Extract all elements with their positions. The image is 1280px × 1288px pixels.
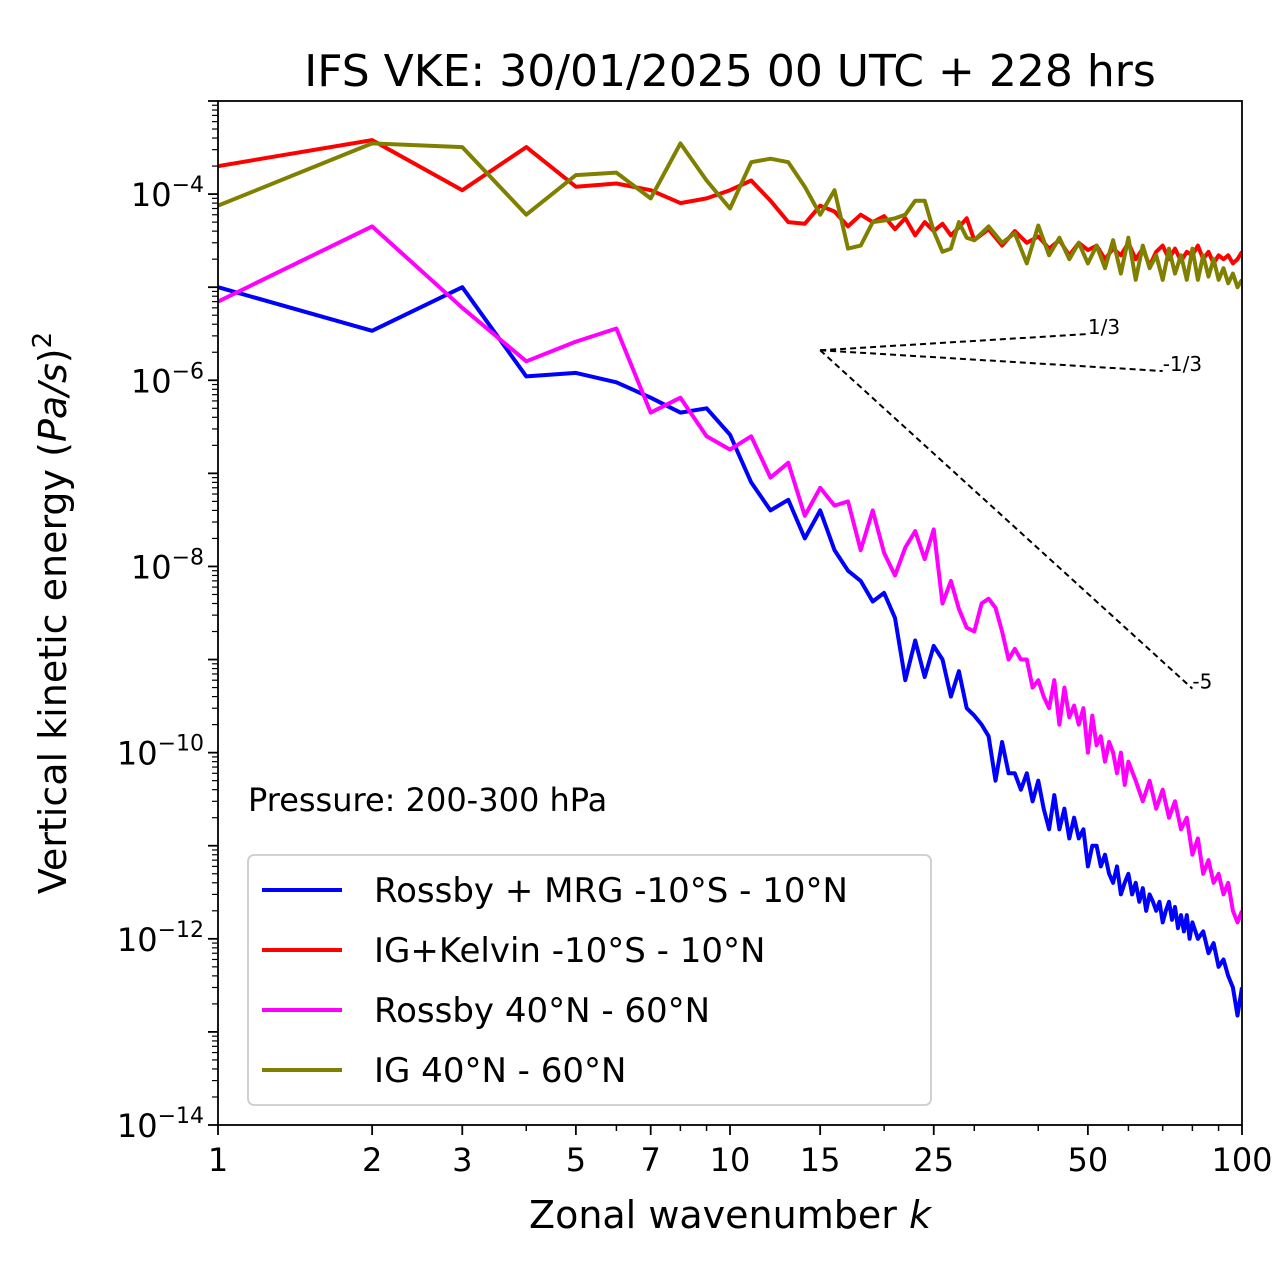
x-tick-label-3: 3 <box>452 1141 472 1179</box>
series-line-1 <box>218 285 1242 1018</box>
x-tick-label-9: 50 <box>1068 1141 1109 1179</box>
series-line-4 <box>218 141 1242 290</box>
legend-label-4: IG 40°N - 60°N <box>374 1051 626 1091</box>
x-tick-label-10: 100 <box>1211 1141 1272 1179</box>
x-tick-label-1: 1 <box>208 1141 228 1179</box>
slope-line-3 <box>819 349 1194 690</box>
y-tick-label-4: 10−10 <box>117 732 204 773</box>
x-tick-label-2: 2 <box>362 1141 382 1179</box>
y-tick-label-2: 10−6 <box>131 359 204 400</box>
series-line-3 <box>218 224 1242 925</box>
slope-label-3: -5 <box>1192 670 1212 694</box>
y-axis-label: Vertical kinetic energy (Pa/s)2 <box>28 332 75 894</box>
x-tick-label-7: 15 <box>800 1141 841 1179</box>
slope-line-1 <box>820 333 1088 352</box>
legend: Rossby + MRG -10°S - 10°N IG+Kelvin -10°S… <box>247 854 932 1106</box>
legend-label-3: Rossby 40°N - 60°N <box>374 991 710 1031</box>
legend-label-2: IG+Kelvin -10°S - 10°N <box>374 931 765 971</box>
chart-title: IFS VKE: 30/01/2025 00 UTC + 228 hrs <box>304 46 1156 97</box>
legend-label-1: Rossby + MRG -10°S - 10°N <box>374 871 848 911</box>
plot-area: 1/3 -1/3 -5 <box>217 100 1243 1126</box>
x-tick-label-4: 5 <box>566 1141 586 1179</box>
slope-reference-lines: 1/3 -1/3 -5 <box>819 315 1212 694</box>
x-tick-label-5: 7 <box>641 1141 661 1179</box>
y-tick-label-5: 10−12 <box>117 918 204 959</box>
x-axis: 1 2 3 5 7 10 15 25 50 100 <box>208 1125 1273 1179</box>
legend-box <box>247 854 932 1106</box>
y-tick-label-6: 10−14 <box>117 1104 204 1145</box>
x-axis-label: Zonal wavenumber k <box>529 1193 933 1237</box>
x-tick-label-6: 10 <box>710 1141 751 1179</box>
x-tick-label-8: 25 <box>913 1141 954 1179</box>
y-axis: 10−4 10−6 10−8 10−10 10−12 10−14 <box>117 100 218 1145</box>
y-tick-label-3: 10−8 <box>131 545 204 586</box>
pressure-annotation: Pressure: 200-300 hPa <box>248 781 607 819</box>
series-layer <box>218 138 1242 1018</box>
series-line-2 <box>218 138 1242 268</box>
slope-label-2: -1/3 <box>1163 352 1202 376</box>
slope-label-1: 1/3 <box>1088 315 1120 339</box>
y-tick-label-1: 10−4 <box>131 173 204 214</box>
slope-line-2 <box>820 349 1163 373</box>
